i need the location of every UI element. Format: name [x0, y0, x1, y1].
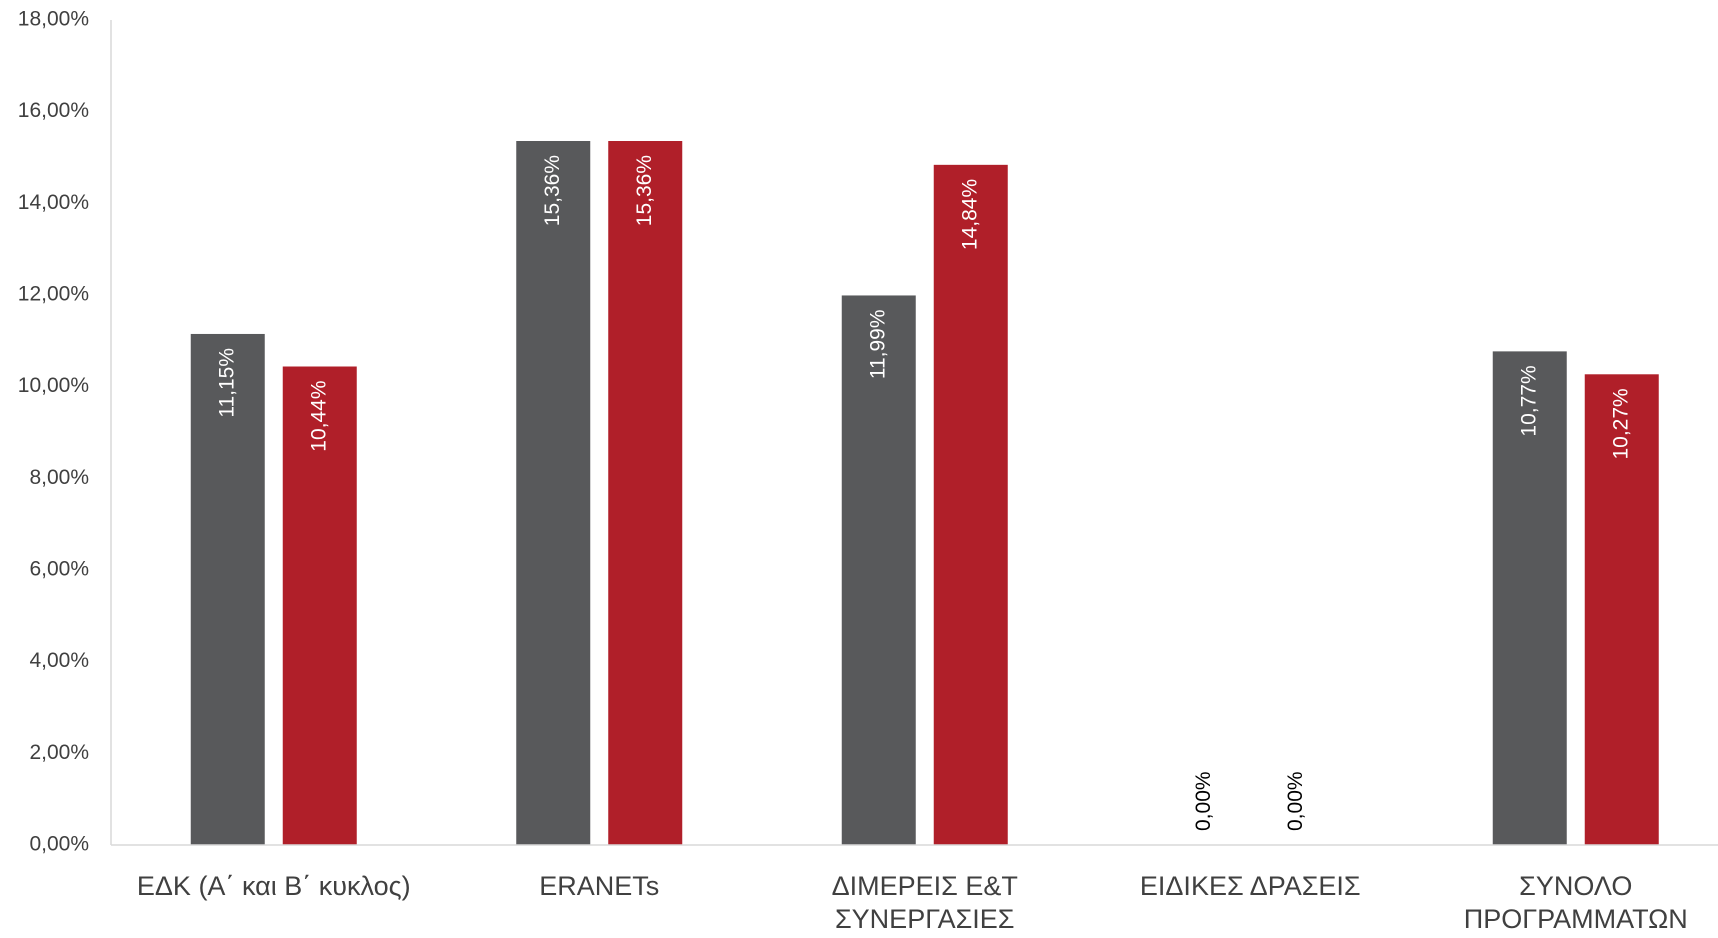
- category-label-line: ERANETs: [539, 871, 659, 901]
- category-label-line: ΣΥΝΕΡΓΑΣΙΕΣ: [835, 904, 1015, 934]
- bars: [190, 141, 1659, 846]
- data-label: 0,00%: [1192, 771, 1215, 831]
- data-labels: 11,15% 10,44% 15,36% 15,36% 11,99% 14,84% 0,00…: [215, 155, 1632, 831]
- category-label-line: ΣΥΝΟΛΟ: [1519, 871, 1632, 901]
- data-label: 0,00%: [1284, 771, 1307, 831]
- category-label: ΣΥΝΟΛΟ ΠΡΟΓΡΑΜΜΑΤΩΝ: [1464, 871, 1688, 934]
- y-tick-label: 10,00%: [18, 374, 89, 397]
- y-tick-label: 8,00%: [29, 466, 89, 489]
- bar-series-2-2: [608, 141, 683, 845]
- category-label-line: ΕΙΔΙΚΕΣ ΔΡΑΣΕΙΣ: [1140, 871, 1361, 901]
- x-axis-categories: ΕΔΚ (Α΄ και Β΄ κυκλος) ERANETs ΔΙΜΕΡΕΙΣ Ε&…: [137, 871, 1688, 934]
- y-tick-label: 0,00%: [29, 833, 89, 856]
- bar-series-1-2: [516, 141, 591, 845]
- data-label: 10,77%: [1517, 365, 1540, 436]
- y-axis: 0,00% 2,00% 4,00% 6,00% 8,00% 10,00% 12,00% 14,…: [18, 8, 89, 856]
- bar-series-2-1: [282, 366, 357, 845]
- bar-series-2-5: [1584, 374, 1659, 845]
- data-label: 14,84%: [958, 179, 981, 250]
- category-label-line: ΠΡΟΓΡΑΜΜΑΤΩΝ: [1464, 904, 1688, 934]
- category-label: ERANETs: [539, 871, 659, 901]
- category-label: ΕΙΔΙΚΕΣ ΔΡΑΣΕΙΣ: [1140, 871, 1361, 901]
- category-label-line: ΔΙΜΕΡΕΙΣ Ε&Τ: [832, 871, 1018, 901]
- category-label: ΔΙΜΕΡΕΙΣ Ε&Τ ΣΥΝΕΡΓΑΣΙΕΣ: [832, 871, 1018, 934]
- data-label: 15,36%: [541, 155, 564, 226]
- y-tick-label: 16,00%: [18, 99, 89, 122]
- bar-series-2-3: [933, 164, 1008, 846]
- data-label: 10,44%: [307, 381, 330, 452]
- category-label-line: ΕΔΚ (Α΄ και Β΄ κυκλος): [137, 871, 411, 901]
- y-tick-label: 4,00%: [29, 649, 89, 672]
- bar-series-1-5: [1492, 351, 1567, 845]
- y-tick-label: 18,00%: [18, 8, 89, 31]
- data-label: 11,15%: [215, 348, 238, 418]
- data-label: 11,99%: [866, 309, 889, 379]
- data-label: 15,36%: [633, 155, 656, 226]
- data-label: 10,27%: [1609, 388, 1632, 459]
- y-tick-label: 6,00%: [29, 558, 89, 581]
- y-tick-label: 2,00%: [29, 741, 89, 764]
- category-label: ΕΔΚ (Α΄ και Β΄ κυκλος): [137, 871, 411, 901]
- bar-series-1-1: [190, 333, 265, 845]
- bar-series-1-3: [841, 295, 916, 845]
- y-tick-label: 12,00%: [18, 283, 89, 306]
- y-tick-label: 14,00%: [18, 191, 89, 214]
